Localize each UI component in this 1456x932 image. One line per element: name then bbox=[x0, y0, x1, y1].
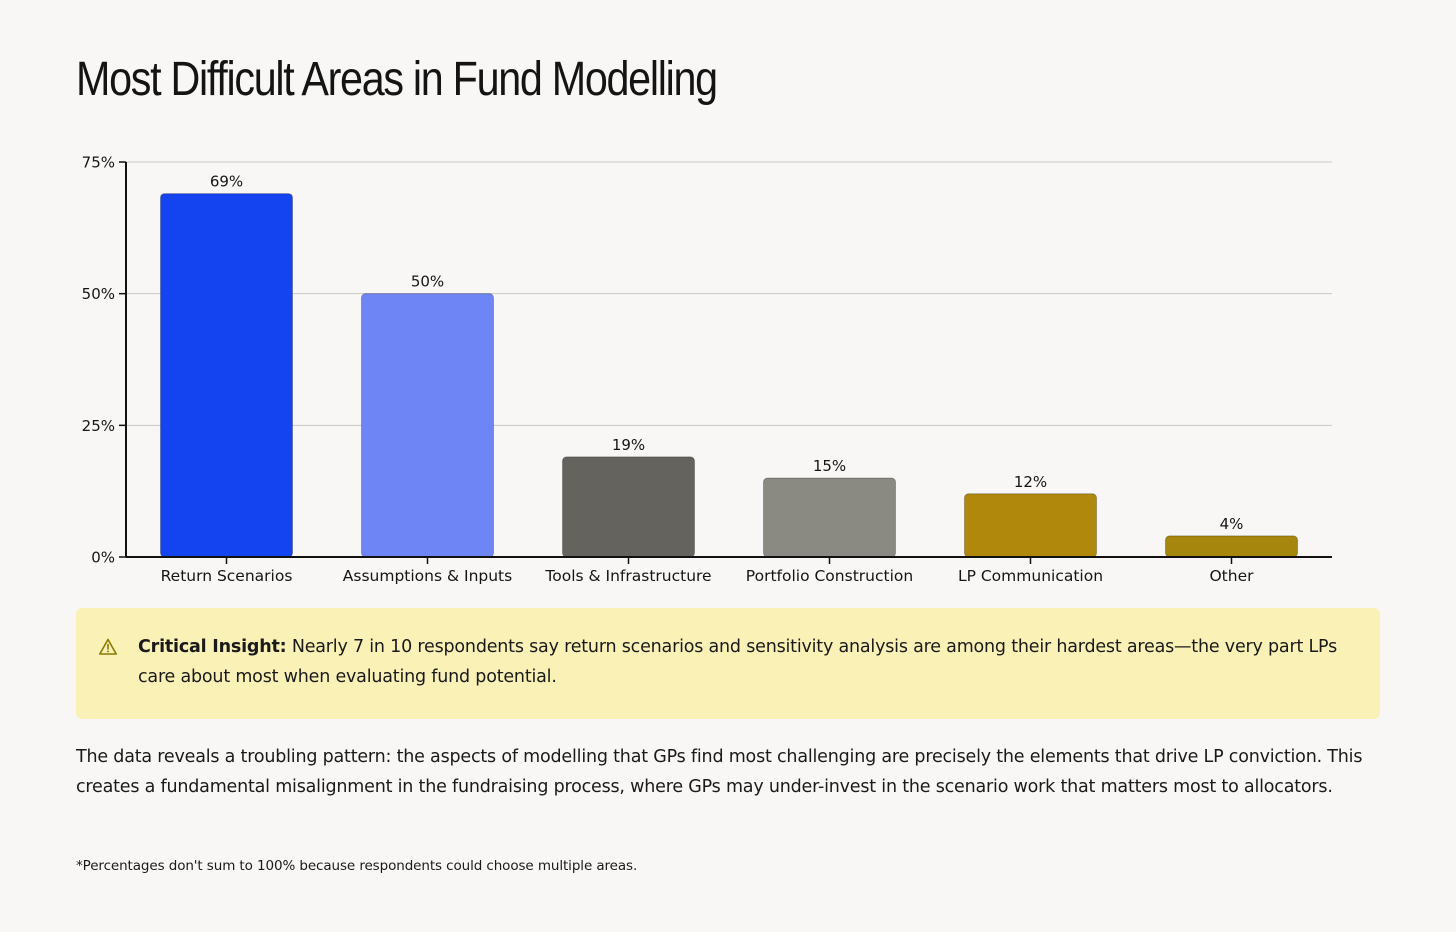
x-tick-label: Return Scenarios bbox=[161, 567, 293, 585]
bar-value-label: 12% bbox=[1014, 473, 1047, 491]
warning-icon bbox=[99, 638, 117, 655]
insight-text: Critical Insight: Nearly 7 in 10 respond… bbox=[138, 632, 1368, 692]
bar bbox=[160, 193, 293, 558]
bar bbox=[361, 293, 494, 558]
insight-body: Nearly 7 in 10 respondents say return sc… bbox=[138, 637, 1337, 687]
y-tick-label: 25% bbox=[82, 417, 115, 435]
bar-value-label: 50% bbox=[411, 273, 444, 291]
x-tick-label: Tools & Infrastructure bbox=[544, 567, 711, 585]
insight-label: Critical Insight: bbox=[138, 637, 287, 657]
bar-value-label: 19% bbox=[612, 436, 645, 454]
page-title: Most Difficult Areas in Fund Modelling bbox=[76, 53, 718, 106]
insight-callout: Critical Insight: Nearly 7 in 10 respond… bbox=[76, 608, 1380, 719]
y-tick-label: 50% bbox=[82, 285, 115, 303]
bar-value-label: 69% bbox=[210, 173, 243, 191]
x-tick-label: Portfolio Construction bbox=[746, 567, 913, 585]
bar-value-label: 15% bbox=[813, 457, 846, 475]
bar-chart: 0% 25% 50% 75% 69% Return Scenarios 50% Assumpt… bbox=[82, 154, 1332, 585]
x-tick-label: Assumptions & Inputs bbox=[343, 567, 512, 585]
y-tick-label: 0% bbox=[91, 549, 115, 567]
bar bbox=[562, 456, 695, 558]
bar bbox=[964, 493, 1097, 558]
analysis-paragraph: The data reveals a troubling pattern: th… bbox=[76, 747, 1363, 797]
y-tick-label: 75% bbox=[82, 154, 115, 172]
x-tick-label: Other bbox=[1209, 567, 1254, 585]
bar bbox=[763, 477, 896, 558]
bar-value-label: 4% bbox=[1220, 515, 1244, 533]
bar bbox=[1165, 535, 1298, 558]
footnote: *Percentages don't sum to 100% because r… bbox=[76, 858, 638, 874]
x-tick-label: LP Communication bbox=[958, 567, 1103, 585]
